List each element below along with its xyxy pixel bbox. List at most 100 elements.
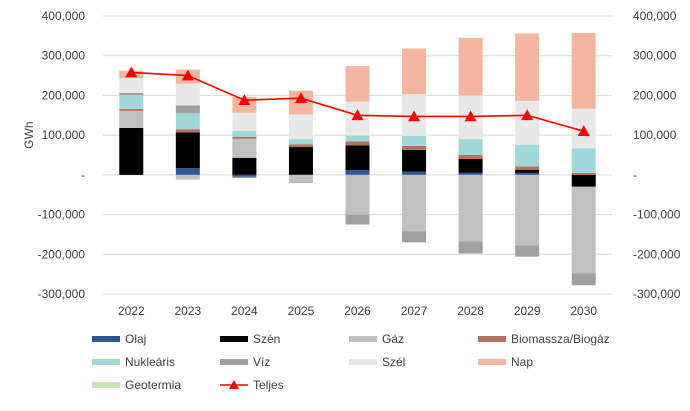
- legend-item-olaj: Olaj: [92, 332, 146, 346]
- bar-gáz-2029: [515, 174, 540, 246]
- y-tick-label-left: -: [81, 168, 85, 182]
- legend-label: Szél: [382, 355, 405, 369]
- x-axis: 2022 2023 2024 2025 2026 2027 2028 2029 2030: [118, 304, 597, 318]
- bar-biomassza-biogáz-2025: [288, 144, 313, 148]
- bar-víz-2022: [119, 93, 144, 96]
- legend-item-nukleáris: Nukleáris: [92, 355, 175, 369]
- legend: Olaj Szén Gáz Biomassza/Biogáz Nukleáris Víz S…: [92, 332, 610, 392]
- legend-item-geotermia: Geotermia: [92, 378, 181, 392]
- legend-triangle-swatch: [229, 380, 239, 389]
- bar-szén-2022: [119, 127, 144, 175]
- x-tick-label: 2030: [570, 304, 597, 318]
- bar-nap-2030: [571, 33, 596, 109]
- bar-szén-2025: [288, 147, 313, 175]
- bar-gáz-2024: [232, 138, 257, 158]
- bar-víz-2029: [515, 245, 540, 257]
- bar-nukleáris-2026: [345, 135, 370, 142]
- bar-biomassza-biogáz-2027: [402, 145, 427, 150]
- total-marker-2028: [464, 110, 477, 122]
- y-axis-left: 400,000 300,000 200,000 100,000 - -100,000 -20…: [38, 9, 86, 301]
- total-marker-2026: [351, 109, 364, 121]
- legend-label: Nap: [511, 355, 533, 369]
- legend-label: Geotermia: [125, 378, 181, 392]
- y-tick-label-left: 300,000: [42, 49, 86, 63]
- y-tick-label-left: -300,000: [38, 287, 86, 301]
- total-line-layer: [125, 66, 590, 136]
- total-marker-2030: [577, 125, 590, 136]
- legend-swatch: [478, 359, 506, 365]
- bar-nukleáris-2022: [119, 95, 144, 109]
- y-tick-label-left: 100,000: [42, 128, 86, 142]
- legend-label: Szén: [253, 332, 280, 346]
- legend-swatch: [92, 336, 120, 342]
- legend-item-szél: Szél: [349, 355, 405, 369]
- y-tick-label-right: -200,000: [633, 247, 681, 261]
- legend-item-biomassza-biogáz: Biomassza/Biogáz: [478, 332, 610, 346]
- bar-szén-2026: [345, 145, 370, 171]
- bars-layer: [119, 33, 596, 286]
- bar-biomassza-biogáz-2026: [345, 141, 370, 146]
- bar-víz-2028: [458, 241, 483, 254]
- bar-olaj-2027: [402, 171, 427, 175]
- bar-gáz-2028: [458, 174, 483, 242]
- x-tick-label: 2023: [174, 304, 201, 318]
- bar-szél-2022: [119, 77, 144, 94]
- bar-víz-2027: [402, 231, 427, 243]
- bar-szél-2024: [232, 112, 257, 131]
- bar-gáz-2023: [175, 174, 200, 180]
- y-tick-label-left: -100,000: [38, 208, 86, 222]
- bar-víz-2025: [288, 182, 313, 183]
- y-tick-label-right: 200,000: [633, 88, 677, 102]
- bar-biomassza-biogáz-2023: [175, 129, 200, 133]
- bar-biomassza-biogáz-2028: [458, 155, 483, 159]
- bar-nukleáris-2024: [232, 130, 257, 137]
- total-marker-2023: [181, 69, 194, 81]
- legend-swatch: [220, 359, 248, 365]
- x-tick-label: 2022: [118, 304, 145, 318]
- bar-szél-2025: [288, 114, 313, 140]
- total-marker-2027: [408, 110, 421, 122]
- x-tick-label: 2029: [514, 304, 541, 318]
- legend-label: Biomassza/Biogáz: [511, 332, 610, 346]
- legend-swatch: [220, 336, 248, 342]
- bar-olaj-2024: [232, 174, 257, 177]
- legend-label: Olaj: [125, 332, 146, 346]
- legend-item-víz: Víz: [220, 355, 270, 369]
- x-tick-label: 2025: [288, 304, 315, 318]
- y-axis-right: 400,000 300,000 200,000 100,000 - -100,000 -20…: [633, 9, 681, 301]
- legend-label: Nukleáris: [125, 355, 175, 369]
- legend-item-gáz: Gáz: [349, 332, 404, 346]
- bar-nukleáris-2028: [458, 139, 483, 155]
- y-tick-label-right: -100,000: [633, 208, 681, 222]
- y-tick-label-right: 400,000: [633, 9, 677, 23]
- total-marker-2025: [294, 92, 307, 104]
- bar-olaj-2028: [458, 172, 483, 175]
- x-tick-label: 2028: [457, 304, 484, 318]
- y-tick-label-right: 100,000: [633, 128, 677, 142]
- bar-szén-2030: [571, 174, 596, 187]
- bar-nukleáris-2025: [288, 139, 313, 145]
- bar-gáz-2022: [119, 110, 144, 128]
- bar-nukleáris-2023: [175, 113, 200, 130]
- legend-swatch: [478, 336, 506, 342]
- legend-item-szén: Szén: [220, 332, 280, 346]
- bar-biomassza-biogáz-2024: [232, 136, 257, 139]
- legend-item-teljes: Teljes: [220, 378, 284, 392]
- total-marker-2029: [521, 109, 534, 121]
- bar-gáz-2025: [288, 174, 313, 183]
- bar-víz-2026: [345, 214, 370, 225]
- x-tick-label: 2026: [344, 304, 371, 318]
- bar-biomassza-biogáz-2030: [571, 172, 596, 175]
- legend-swatch: [349, 359, 377, 365]
- legend-label: Teljes: [253, 378, 284, 392]
- bar-szél-2023: [175, 83, 200, 106]
- bar-olaj-2029: [515, 172, 540, 175]
- bar-szél-2029: [515, 100, 540, 145]
- x-tick-label: 2024: [231, 304, 258, 318]
- total-marker-2022: [125, 66, 138, 78]
- y-tick-label-left: 400,000: [42, 9, 86, 23]
- y-tick-label-right: 300,000: [633, 49, 677, 63]
- bar-víz-2030: [571, 273, 596, 286]
- legend-label: Gáz: [382, 332, 404, 346]
